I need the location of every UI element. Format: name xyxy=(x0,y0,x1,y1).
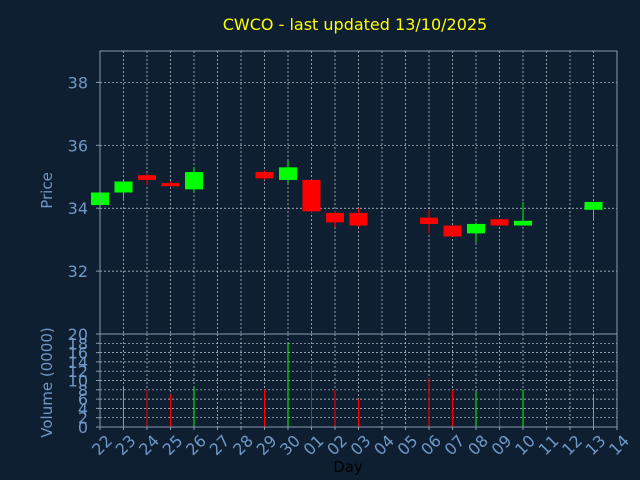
price-grid xyxy=(100,51,617,334)
price-tick-label: 32 xyxy=(68,262,88,281)
day-tick-label: 14 xyxy=(605,431,633,459)
volume-tick-label: 2 xyxy=(78,409,88,428)
candle-body xyxy=(443,225,462,237)
candle-body xyxy=(326,212,344,223)
volume-tick-label: 18 xyxy=(68,334,88,353)
volume-bars xyxy=(123,343,594,427)
candle-body xyxy=(514,220,532,226)
candle-body xyxy=(279,167,297,180)
candles xyxy=(91,161,603,243)
volume-tick-label: 0 xyxy=(78,418,88,437)
price-axis: 32 34 36 38 xyxy=(68,73,100,281)
volume-tick-label: 6 xyxy=(78,390,88,409)
candle-body xyxy=(420,217,438,224)
day-axis-label: Day xyxy=(333,458,363,476)
candle-body xyxy=(584,201,603,210)
candle-body xyxy=(302,179,321,212)
chart-title: CWCO - last updated 13/10/2025 xyxy=(223,15,487,34)
price-tick-label: 36 xyxy=(68,136,88,155)
candle-body xyxy=(185,172,203,190)
volume-axis-label: Volume (0000) xyxy=(38,327,56,437)
volume-tick-label: 10 xyxy=(68,372,88,391)
price-tick-label: 34 xyxy=(68,199,88,218)
price-axis-label: Price xyxy=(38,172,56,209)
candle-body xyxy=(467,223,485,234)
volume-tick-label: 12 xyxy=(68,362,88,381)
candle-body xyxy=(349,212,368,226)
day-axis: 2223242526272829300102030405060708091011… xyxy=(88,427,633,459)
candle-body xyxy=(138,175,156,180)
candle-body xyxy=(490,219,509,226)
candle-body xyxy=(255,172,274,179)
volume-tick-label: 8 xyxy=(78,381,88,400)
candle-body xyxy=(161,183,180,187)
volume-tick-label: 14 xyxy=(68,353,88,372)
candle-body xyxy=(114,181,133,193)
volume-tick-label: 4 xyxy=(78,399,88,418)
volume-tick-label: 16 xyxy=(68,344,88,363)
volume-tick-label: 20 xyxy=(68,325,88,344)
price-tick-label: 38 xyxy=(68,73,88,92)
